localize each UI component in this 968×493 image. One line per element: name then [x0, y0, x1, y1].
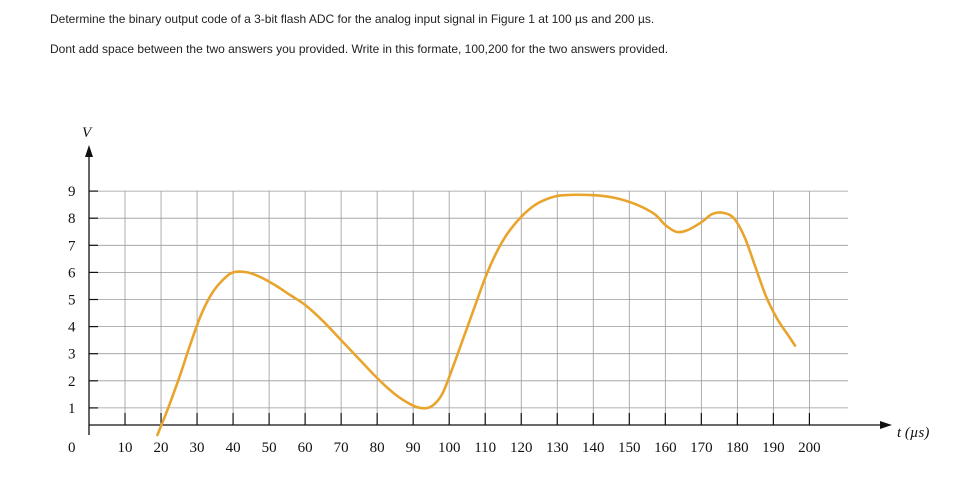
y-tick-label-7: 7 [68, 238, 76, 254]
y-tick-label-3: 3 [68, 347, 76, 363]
grid [89, 190, 848, 425]
y-tick-label-5: 5 [68, 293, 76, 309]
y-tick-label-4: 4 [68, 320, 76, 336]
y-tick-label-2: 2 [68, 374, 76, 390]
x-tick-label-190: 190 [762, 440, 785, 456]
x-tick-label-180: 180 [726, 440, 749, 456]
x-tick-label-170: 170 [690, 440, 713, 456]
x-tick-label-160: 160 [654, 440, 677, 456]
x-tick-label-60: 60 [298, 440, 313, 456]
x-tick-label-70: 70 [334, 440, 349, 456]
x-tick-label-90: 90 [406, 440, 421, 456]
y-tick-label-9: 9 [68, 184, 76, 200]
x-tick-label-130: 130 [546, 440, 569, 456]
y-axis-label: V [82, 125, 93, 141]
x-tick-label-10: 10 [118, 440, 133, 456]
x-tick-label-120: 120 [510, 440, 533, 456]
x-axis-label: t (µs) [897, 425, 929, 441]
y-tick-label-8: 8 [68, 211, 76, 227]
x-tick-label-80: 80 [370, 440, 385, 456]
ticks: 1 2 3 4 5 6 7 8 9 10 20 30 40 50 60 70 80 90 100 110 120 130 1… [68, 184, 821, 456]
x-tick-label-50: 50 [262, 440, 277, 456]
x-tick-label-30: 30 [190, 440, 205, 456]
x-tick-label-110: 110 [474, 440, 496, 456]
x-tick-label-200: 200 [798, 440, 821, 456]
x-tick-label-40: 40 [226, 440, 241, 456]
x-tick-label-140: 140 [582, 440, 605, 456]
y-tick-label-1: 1 [68, 401, 76, 417]
series [156, 193, 797, 437]
axes: V t (µs) 0 [68, 125, 929, 456]
question-line-1: Determine the binary output code of a 3-… [50, 12, 655, 26]
y-axis-arrow [85, 145, 93, 157]
signal-curve-0 [156, 193, 797, 437]
x-tick-label-20: 20 [154, 440, 169, 456]
question-line-2: Dont add space between the two answers y… [50, 42, 669, 56]
x-axis-arrow [880, 421, 892, 429]
x-tick-label-150: 150 [618, 440, 641, 456]
x-tick-label-100: 100 [438, 440, 461, 456]
origin-label: 0 [68, 440, 76, 456]
y-tick-label-6: 6 [68, 265, 76, 281]
